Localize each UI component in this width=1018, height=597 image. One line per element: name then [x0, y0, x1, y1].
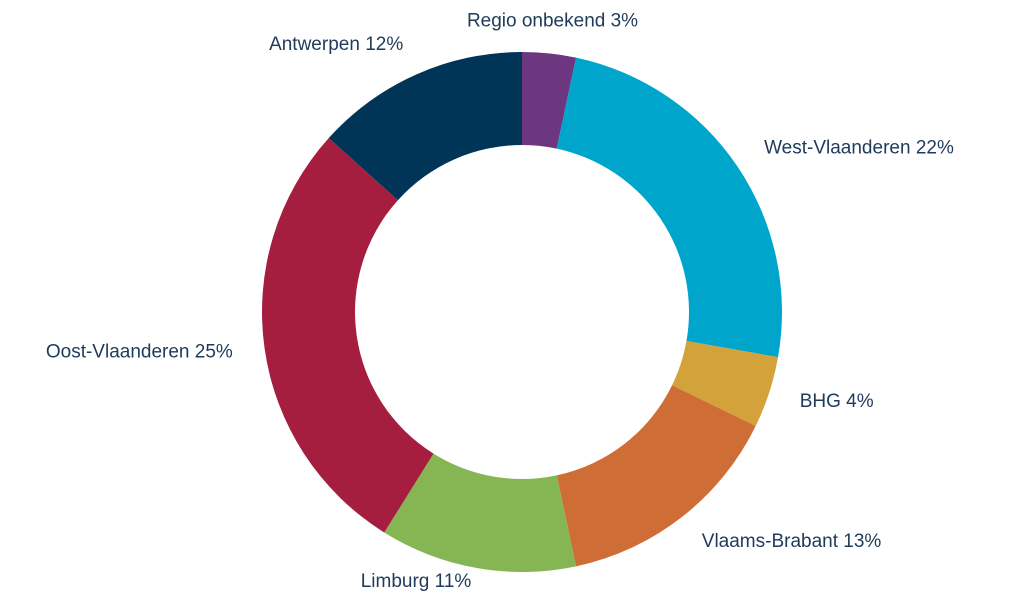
slice-label: Regio onbekend 3% [467, 11, 638, 32]
slice-label: West-Vlaanderen 22% [764, 138, 954, 159]
category-label: BHG [800, 391, 841, 412]
slice [672, 340, 779, 426]
slice [556, 385, 756, 567]
value-label: 25% [195, 342, 233, 363]
value-label: 12% [365, 34, 403, 55]
slice-label: Vlaams-Brabant 13% [702, 531, 882, 552]
value-label: 11% [435, 571, 472, 592]
slice [328, 52, 522, 201]
value-label: 4% [846, 391, 874, 412]
slice-label: BHG 4% [800, 391, 874, 412]
slice [384, 453, 577, 572]
category-label: Limburg [361, 571, 430, 592]
slice-label: Antwerpen 12% [269, 34, 403, 55]
category-label: West-Vlaanderen [764, 138, 910, 159]
category-label: Vlaams-Brabant [702, 531, 839, 552]
slice-label: Oost-Vlaanderen 25% [46, 342, 233, 363]
slice [556, 57, 782, 358]
slice [522, 52, 577, 149]
category-label: Antwerpen [269, 34, 360, 55]
value-label: 22% [916, 138, 954, 159]
value-label: 3% [611, 11, 639, 32]
category-label: Oost-Vlaanderen [46, 342, 190, 363]
slice [262, 138, 434, 533]
slice-label: Limburg 11% [361, 571, 472, 592]
category-label: Regio onbekend [467, 11, 605, 32]
value-label: 13% [843, 531, 881, 552]
